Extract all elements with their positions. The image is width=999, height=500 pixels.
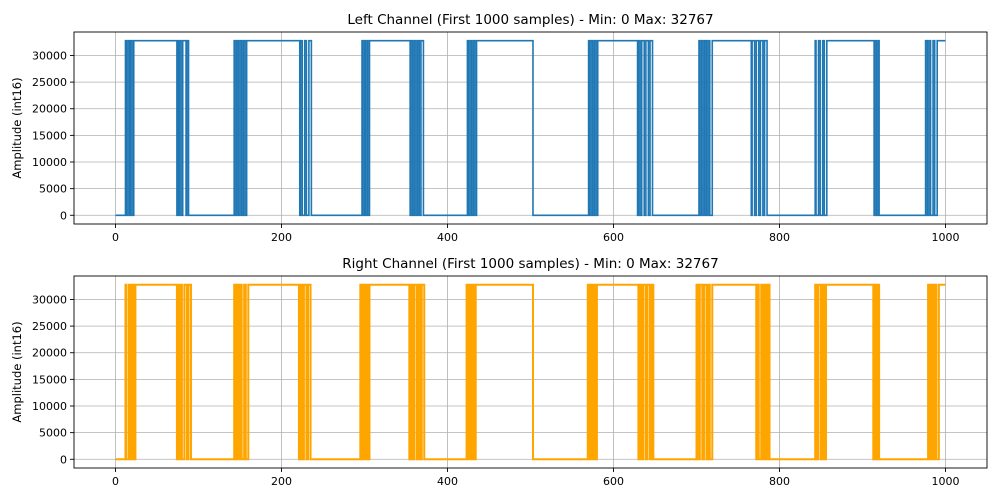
left-channel-x-tick-label: 800	[769, 231, 790, 244]
right-channel-y-tick-label: 30000	[32, 293, 67, 306]
right-channel-y-tick-label: 25000	[32, 320, 67, 333]
right-channel-y-tick-label: 15000	[32, 373, 67, 386]
left-channel-y-tick-label: 25000	[32, 76, 67, 89]
left-channel-x-tick-label: 0	[112, 231, 119, 244]
right-channel-axes-frame	[73, 275, 988, 469]
left-channel-x-tick-label: 1000	[932, 231, 960, 244]
left-channel-panel: Left Channel (First 1000 samples) - Min:…	[10, 12, 988, 244]
left-channel-y-tick-label: 15000	[32, 129, 67, 142]
left-channel-y-tick-label: 10000	[32, 156, 67, 169]
right-channel-x-tick-label: 800	[769, 475, 790, 488]
left-channel-x-tick-label: 400	[437, 231, 458, 244]
right-channel-signal-line	[115, 283, 946, 461]
right-channel-y-tick-label: 20000	[32, 347, 67, 360]
left-channel-x-tick-label: 200	[271, 231, 292, 244]
left-channel-y-tick-label: 0	[60, 209, 67, 222]
right-channel-x-tick-label: 0	[112, 475, 119, 488]
right-channel-x-tick-label: 1000	[932, 475, 960, 488]
right-channel-x-tick-label: 200	[271, 475, 292, 488]
right-channel-y-tick-label: 5000	[39, 427, 67, 440]
left-channel-y-tick-label: 20000	[32, 103, 67, 116]
left-channel-y-tick-label: 5000	[39, 183, 67, 196]
right-channel-y-axis-label: Amplitude (int16)	[10, 321, 24, 422]
left-channel-signal-line	[115, 39, 946, 217]
right-channel-x-tick-label: 400	[437, 475, 458, 488]
left-channel-plot-area: 0 200 400 600 800 100005000100001500020000250…	[32, 31, 988, 244]
right-channel-title: Right Channel (First 1000 samples) - Min…	[342, 256, 718, 272]
left-channel-axes-frame	[73, 31, 988, 225]
right-channel-y-tick-label: 10000	[32, 400, 67, 413]
right-channel-panel: Right Channel (First 1000 samples) - Min…	[10, 256, 988, 488]
left-channel-x-tick-label: 600	[603, 231, 624, 244]
right-channel-plot-area: 0 200 400 600 800 100005000100001500020000250…	[32, 275, 988, 488]
left-channel-y-tick-label: 30000	[32, 49, 67, 62]
left-channel-title: Left Channel (First 1000 samples) - Min:…	[347, 12, 713, 28]
right-channel-x-tick-label: 600	[603, 475, 624, 488]
left-channel-y-axis-label: Amplitude (int16)	[10, 77, 24, 178]
right-channel-y-tick-label: 0	[60, 453, 67, 466]
